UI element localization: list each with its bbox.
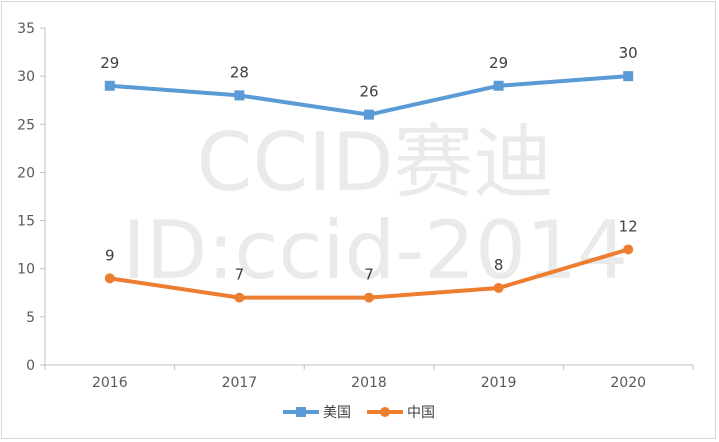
data-point <box>104 80 115 91</box>
y-tick-label: 35 <box>17 21 35 37</box>
legend-label: 中国 <box>407 405 435 421</box>
x-axis-ticks: 2016 2017 2018 2019 2020 <box>92 375 646 391</box>
watermark: CCID赛迪 ID:ccid-2014 <box>122 116 628 297</box>
legend-label: 美国 <box>323 405 351 421</box>
y-tick-label: 20 <box>17 165 35 181</box>
data-label: 8 <box>494 256 504 274</box>
data-point <box>234 90 245 101</box>
data-label: 29 <box>100 54 119 72</box>
data-label: 7 <box>235 266 245 284</box>
data-point <box>234 292 245 303</box>
data-point <box>493 80 504 91</box>
data-point <box>364 109 374 120</box>
x-tick-label: 2020 <box>610 375 646 391</box>
y-tick-label: 0 <box>26 358 35 374</box>
data-point <box>623 71 634 82</box>
y-tick-label: 25 <box>17 117 35 133</box>
data-point <box>623 244 634 255</box>
data-point <box>493 282 504 293</box>
data-label: 30 <box>619 44 638 62</box>
y-tick-label: 10 <box>17 262 35 278</box>
data-labels: 29 28 26 29 30 9 7 7 8 12 <box>100 44 637 283</box>
y-axis-ticks: 0 5 10 15 20 25 30 35 <box>17 21 35 374</box>
axes <box>40 27 694 370</box>
watermark-line2: ID:ccid-2014 <box>122 204 628 297</box>
legend[interactable]: 美国 中国 <box>283 405 435 421</box>
x-tick-label: 2018 <box>351 375 387 391</box>
y-tick-label: 5 <box>26 310 35 326</box>
data-label: 12 <box>619 217 638 235</box>
series-group <box>104 71 634 303</box>
legend-item[interactable]: 美国 <box>283 405 351 421</box>
y-tick-label: 30 <box>17 69 35 85</box>
watermark-line1: CCID赛迪 <box>197 116 554 209</box>
legend-marker <box>380 407 390 417</box>
data-label: 28 <box>230 63 249 81</box>
y-tick-label: 15 <box>17 214 35 230</box>
data-label: 26 <box>359 83 378 101</box>
x-tick-label: 2017 <box>222 375 258 391</box>
data-label: 29 <box>489 54 508 72</box>
legend-item[interactable]: 中国 <box>367 405 435 421</box>
x-tick-label: 2019 <box>481 375 517 391</box>
data-label: 7 <box>364 266 374 284</box>
data-point <box>364 292 374 303</box>
data-label: 9 <box>105 246 115 264</box>
data-point <box>104 273 115 284</box>
legend-marker <box>296 407 306 417</box>
x-tick-label: 2016 <box>92 375 128 391</box>
